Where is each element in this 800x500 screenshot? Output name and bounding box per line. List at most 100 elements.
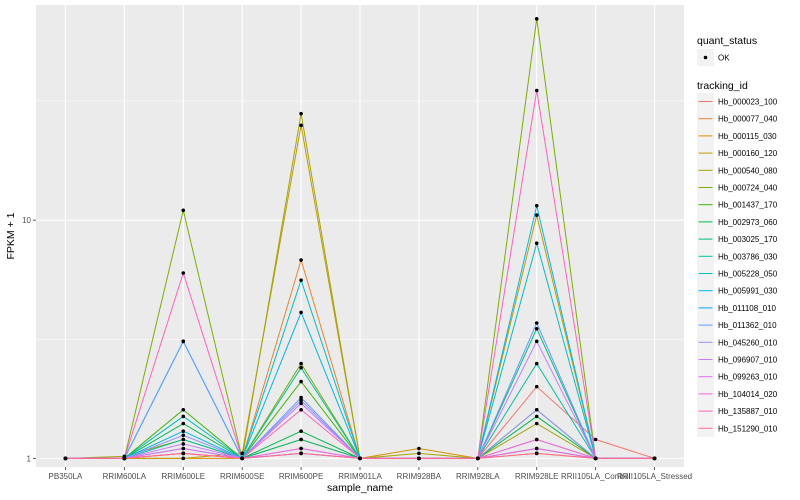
data-point [534,321,539,325]
data-point [299,398,303,403]
shape-legend-entries: OK [697,49,730,66]
legend: quant_status OK tracking_id Hb_000023_10… [697,35,778,437]
data-point [181,407,186,412]
legend-label: OK [718,54,730,63]
legend-label: Hb_096907_010 [718,356,778,365]
data-point [417,456,421,461]
color-legend-entries: Hb_000023_100 Hb_000077_040 Hb_000115_030 H… [697,92,778,437]
data-point [299,401,303,406]
data-point [534,17,539,21]
data-point [534,446,539,451]
x-axis-title: sample_name [327,482,393,494]
data-point [534,451,539,456]
x-tick-label: RRIM928BA [397,472,442,481]
data-point [299,437,303,442]
data-point [181,446,186,451]
data-point [417,451,421,456]
data-point [240,451,244,456]
data-point [181,456,186,461]
data-point [534,213,539,217]
data-point [181,421,186,426]
data-point [534,437,539,442]
x-tick-label: RRIM600SE [220,472,264,481]
data-point [593,456,598,461]
data-point [181,339,186,344]
legend-label: Hb_104014_020 [718,390,778,399]
y-tick-label: 10 [22,216,31,225]
x-tick-label: RRII105LA_Stressed [617,472,692,481]
legend-label: Hb_001437_170 [718,201,778,210]
data-point [358,456,362,461]
data-point [417,446,421,451]
data-point [534,241,539,246]
data-point [534,339,539,344]
data-point [299,429,303,434]
data-point [299,407,303,412]
data-point [181,433,186,438]
data-point [122,456,127,461]
data-point [299,123,303,128]
data-point [534,384,539,389]
data-point [593,437,598,442]
legend-label: Hb_000115_030 [718,132,777,141]
data-point [240,456,244,461]
data-point [63,456,68,461]
data-point [299,278,303,282]
legend-key-point [703,55,708,60]
legend-label: Hb_003025_170 [718,235,778,244]
data-point [534,361,539,366]
data-point [534,407,539,412]
data-point [181,414,186,419]
x-tick-label: RRIM901LA [338,472,382,481]
data-point [534,88,539,93]
legend-label: Hb_045260_010 [718,338,778,347]
legend-label: Hb_000724_040 [718,184,778,193]
shape-legend-title: quant_status [697,35,757,47]
x-tick-label: RRIM600PE [279,472,323,481]
legend-label: Hb_099263_010 [718,373,778,382]
legend-label: Hb_000540_080 [718,166,778,175]
legend-label: Hb_003786_030 [718,252,778,261]
data-point [299,365,303,370]
data-point [299,395,303,400]
data-point [181,437,186,442]
data-point [534,203,539,208]
series-points [63,17,657,461]
legend-label: Hb_000023_100 [718,98,778,107]
legend-label: Hb_000077_040 [718,115,778,124]
y-axis: 1 10 [22,216,36,463]
data-point [299,451,303,456]
data-point [534,326,539,331]
y-axis-title: FPKM + 1 [5,212,17,259]
data-point [652,456,657,461]
color-legend-title: tracking_id [697,80,748,92]
data-point [181,429,186,434]
x-tick-label: PB350LA [49,472,83,481]
legend-label: Hb_005991_030 [718,287,778,296]
data-point [534,421,539,426]
legend-label: Hb_000160_120 [718,149,778,158]
legend-label: Hb_005228_050 [718,270,778,279]
legend-label: Hb_011362_010 [718,321,777,330]
data-point [299,446,303,451]
legend-label: Hb_135887_010 [718,407,778,416]
legend-label: Hb_002973_060 [718,218,778,227]
x-tick-label: RRIM928LA [456,472,500,481]
data-point [181,208,186,213]
legend-label: Hb_151290_010 [718,424,778,433]
data-point [476,456,480,461]
data-point [534,414,539,419]
data-point [299,310,303,315]
x-tick-label: RRIM600LA [103,472,147,481]
legend-label: Hb_011108_010 [718,304,777,313]
x-tick-label: RRII105LA_Control [561,472,631,481]
data-point [299,258,303,262]
data-point [299,379,303,384]
data-point [299,361,303,366]
data-point [181,271,186,275]
data-point [299,111,303,116]
data-point [181,451,186,456]
x-tick-label: RRIM928LE [515,472,559,481]
data-point [181,442,186,446]
